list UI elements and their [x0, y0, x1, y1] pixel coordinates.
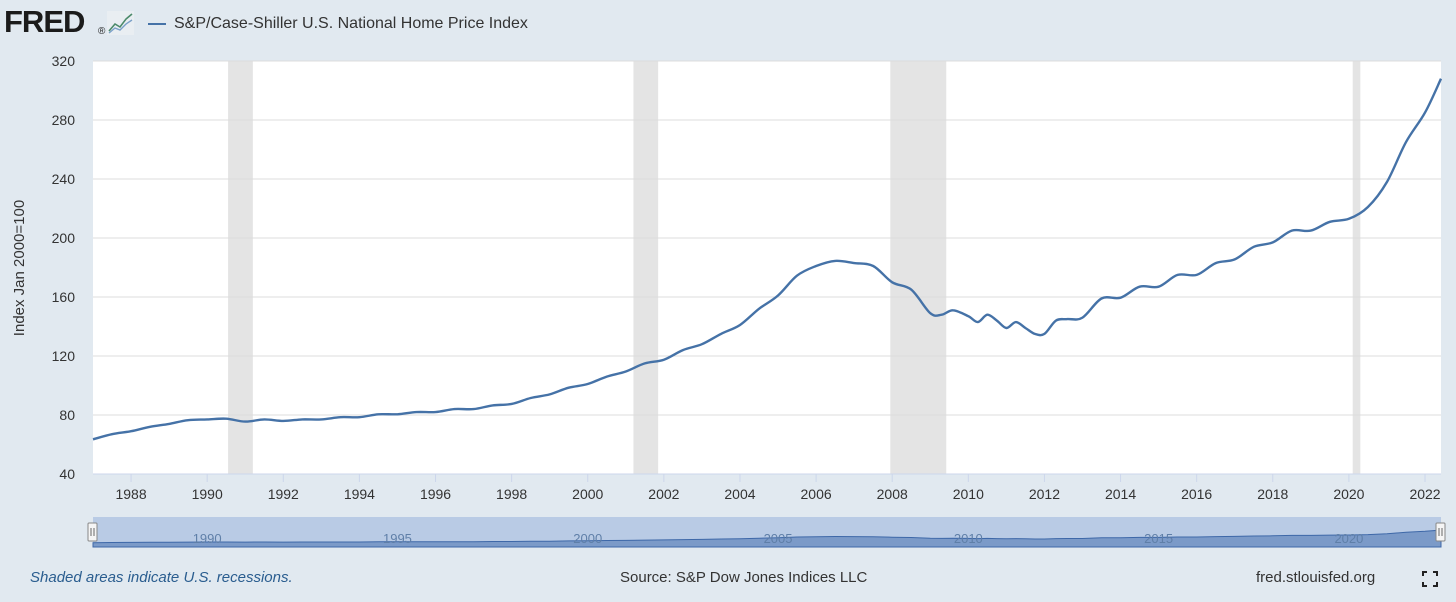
x-tick-label: 1990 [192, 486, 223, 502]
registered-mark: ® [98, 26, 106, 37]
navigator-label: 2000 [573, 531, 602, 546]
range-navigator[interactable]: 1990 1995 2000 2005 2010 2015 2020 [87, 517, 1446, 548]
recession-note: Shaded areas indicate U.S. recessions. [30, 569, 293, 586]
y-tick-label: 40 [59, 466, 75, 482]
navigator-right-handle[interactable] [1435, 522, 1446, 542]
x-tick-label: 2010 [953, 486, 984, 502]
fred-logo[interactable]: FRED [4, 4, 85, 39]
plot-background [93, 61, 1441, 474]
series-line[interactable] [92, 78, 1443, 441]
y-tick-label: 120 [52, 348, 76, 364]
x-tick-label: 2004 [724, 486, 755, 502]
legend-label: S&P/Case-Shiller U.S. National Home Pric… [174, 15, 528, 32]
y-tick-label: 80 [59, 407, 75, 423]
recession-band [228, 61, 253, 474]
x-tick-label: 2000 [572, 486, 603, 502]
x-tick-label: 1992 [268, 486, 299, 502]
x-tick-label: 1994 [344, 486, 375, 502]
x-tick-label: 1988 [115, 486, 146, 502]
legend-swatch [148, 23, 166, 25]
site-link[interactable]: fred.stlouisfed.org [1256, 569, 1376, 586]
y-tick-label: 320 [52, 53, 76, 69]
x-tick-label: 2002 [648, 486, 679, 502]
x-tick-label: 1998 [496, 486, 527, 502]
x-tick-label: 2020 [1333, 486, 1364, 502]
x-tick-label: 2012 [1029, 486, 1060, 502]
y-axis: 40 80 120 160 200 240 280 320 [52, 53, 76, 482]
source-note: Source: S&P Dow Jones Indices LLC [620, 569, 868, 586]
y-tick-label: 280 [52, 112, 76, 128]
navigator-area [92, 529, 1442, 548]
y-tick-label: 160 [52, 289, 76, 305]
x-tick-label: 2014 [1105, 486, 1136, 502]
navigator-labels: 1990 1995 2000 2005 2010 2015 2020 [193, 531, 1364, 546]
y-tick-label: 200 [52, 230, 76, 246]
x-axis: 1988 1990 1992 1994 1996 1998 2000 2002 2004 2006… [93, 473, 1441, 502]
x-tick-label: 2022 [1409, 486, 1440, 502]
navigator-label: 1990 [193, 531, 222, 546]
x-tick-label: 2016 [1181, 486, 1212, 502]
series-layer [92, 78, 1443, 441]
y-tick-label: 240 [52, 171, 76, 187]
chart-header: FRED ® S&P/Case-Shiller U.S. National Ho… [0, 0, 1456, 48]
legend[interactable]: S&P/Case-Shiller U.S. National Home Pric… [148, 14, 528, 34]
recession-band [890, 61, 947, 474]
navigator-label: 2010 [954, 531, 983, 546]
fullscreen-icon[interactable] [1422, 571, 1438, 587]
x-tick-label: 2008 [877, 486, 908, 502]
line-graph-icon [107, 11, 134, 35]
navigator-label: 2020 [1334, 531, 1363, 546]
recession-bands [228, 61, 1361, 474]
navigator-label: 2015 [1144, 531, 1173, 546]
x-tick-label: 1996 [420, 486, 451, 502]
navigator-label: 2005 [764, 531, 793, 546]
recession-band [1352, 61, 1361, 474]
y-axis-label: Index Jan 2000=100 [11, 200, 28, 336]
x-tick-label: 2006 [801, 486, 832, 502]
x-tick-label: 2018 [1257, 486, 1288, 502]
navigator-label: 1995 [383, 531, 412, 546]
recession-band [633, 61, 659, 474]
navigator-left-handle[interactable] [87, 522, 98, 542]
